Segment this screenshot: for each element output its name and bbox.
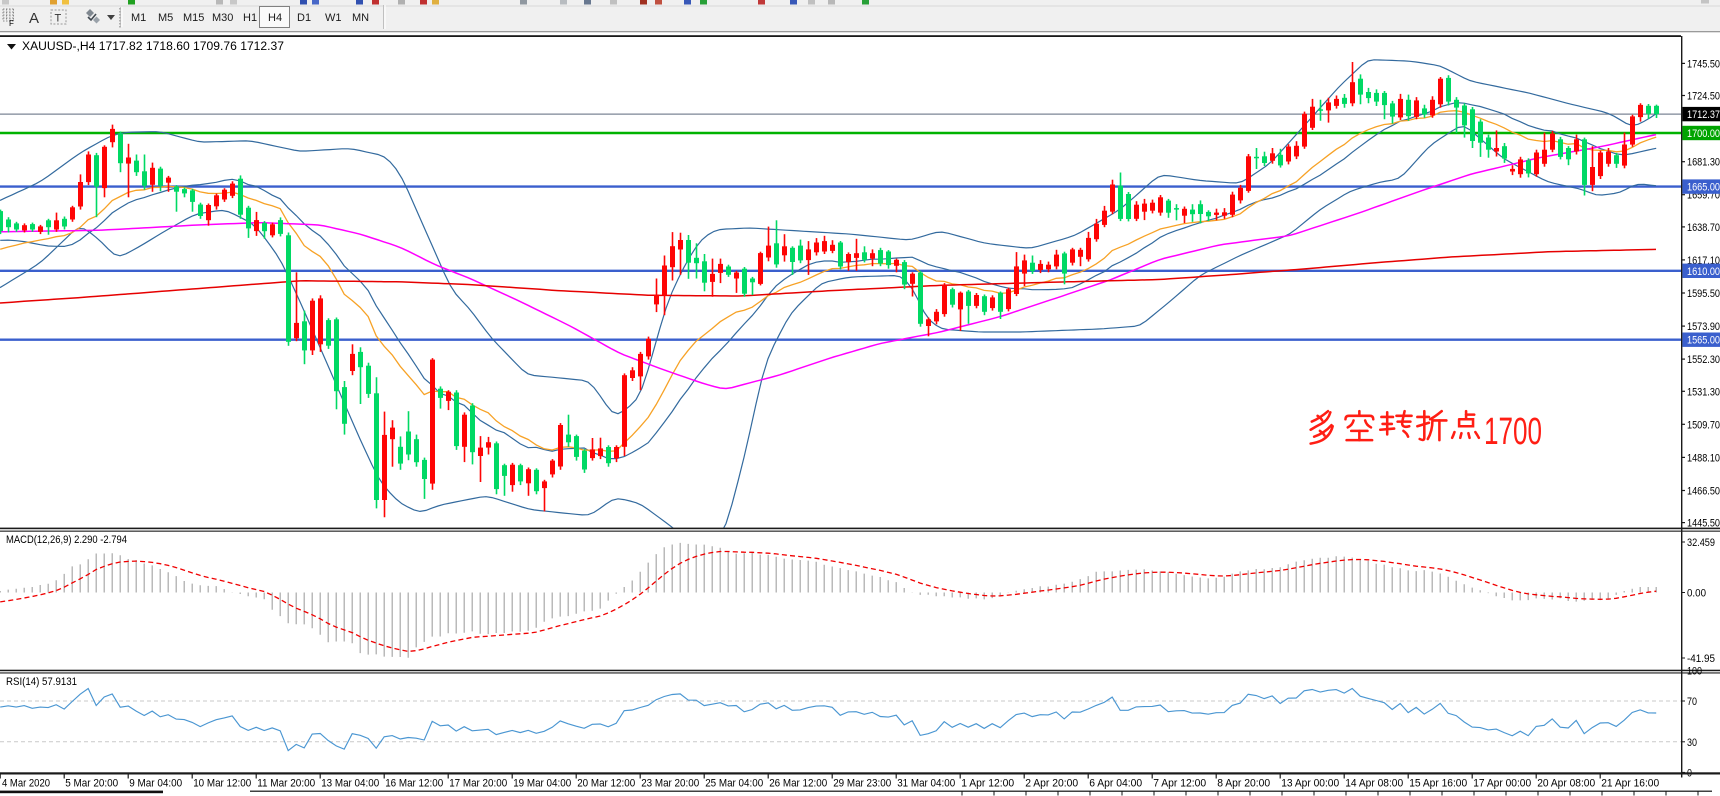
svg-text:D1: D1 <box>297 12 311 24</box>
svg-text:-41.95: -41.95 <box>1687 653 1715 665</box>
svg-text:1573.90: 1573.90 <box>1687 321 1720 333</box>
svg-text:23 Mar 20:00: 23 Mar 20:00 <box>641 778 699 790</box>
svg-text:5 Mar 20:00: 5 Mar 20:00 <box>65 778 118 790</box>
svg-text:MN: MN <box>352 12 369 24</box>
svg-text:2 Apr 20:00: 2 Apr 20:00 <box>1025 778 1078 790</box>
svg-text:1610.00: 1610.00 <box>1687 266 1720 278</box>
svg-text:F: F <box>9 19 14 28</box>
svg-text:M15: M15 <box>183 12 204 24</box>
svg-text:29 Mar 23:00: 29 Mar 23:00 <box>833 778 891 790</box>
svg-text:1724.50: 1724.50 <box>1687 91 1720 103</box>
svg-text:H4: H4 <box>268 12 282 24</box>
svg-text:XAUUSD-,H4 1717.82 1718.60 17: XAUUSD-,H4 1717.82 1718.60 1709.76 1712.… <box>22 41 284 53</box>
svg-text:21 Apr 16:00: 21 Apr 16:00 <box>1601 778 1659 790</box>
svg-text:1712.37: 1712.37 <box>1687 109 1720 121</box>
svg-text:26 Mar 12:00: 26 Mar 12:00 <box>769 778 827 790</box>
svg-text:14 Apr 08:00: 14 Apr 08:00 <box>1345 778 1403 790</box>
svg-text:13 Mar 04:00: 13 Mar 04:00 <box>321 778 379 790</box>
svg-text:M30: M30 <box>212 12 233 24</box>
svg-text:0.00: 0.00 <box>1687 588 1706 600</box>
svg-text:T: T <box>55 13 62 25</box>
svg-text:25 Mar 04:00: 25 Mar 04:00 <box>705 778 763 790</box>
svg-text:30: 30 <box>1687 737 1697 749</box>
svg-text:1552.30: 1552.30 <box>1687 354 1720 366</box>
svg-text:20 Mar 12:00: 20 Mar 12:00 <box>577 778 635 790</box>
svg-text:W1: W1 <box>325 12 342 24</box>
svg-text:70: 70 <box>1687 696 1697 708</box>
svg-text:H1: H1 <box>243 12 257 24</box>
svg-text:1700.00: 1700.00 <box>1687 128 1720 140</box>
svg-text:15 Apr 16:00: 15 Apr 16:00 <box>1409 778 1467 790</box>
svg-text:1488.10: 1488.10 <box>1687 452 1720 464</box>
svg-text:11 Mar 20:00: 11 Mar 20:00 <box>257 778 315 790</box>
svg-text:31 Mar 04:00: 31 Mar 04:00 <box>897 778 955 790</box>
svg-text:16 Mar 12:00: 16 Mar 12:00 <box>385 778 443 790</box>
svg-text:32.459: 32.459 <box>1687 537 1715 549</box>
svg-text:1531.30: 1531.30 <box>1687 386 1720 398</box>
svg-text:10 Mar 12:00: 10 Mar 12:00 <box>193 778 251 790</box>
svg-text:1745.50: 1745.50 <box>1687 58 1720 70</box>
svg-text:9 Mar 04:00: 9 Mar 04:00 <box>129 778 182 790</box>
svg-text:100: 100 <box>1687 665 1702 677</box>
svg-text:1565.00: 1565.00 <box>1687 335 1720 347</box>
svg-text:1700: 1700 <box>1484 411 1542 453</box>
svg-text:1509.70: 1509.70 <box>1687 419 1720 431</box>
svg-text:MACD(12,26,9) 2.290 -2.794: MACD(12,26,9) 2.290 -2.794 <box>6 534 127 546</box>
svg-text:1466.50: 1466.50 <box>1687 486 1720 498</box>
svg-text:17 Mar 20:00: 17 Mar 20:00 <box>449 778 507 790</box>
svg-text:1681.30: 1681.30 <box>1687 157 1720 169</box>
svg-text:1 Apr 12:00: 1 Apr 12:00 <box>961 778 1014 790</box>
svg-text:6 Apr 04:00: 6 Apr 04:00 <box>1089 778 1142 790</box>
svg-text:4 Mar 2020: 4 Mar 2020 <box>2 778 50 790</box>
svg-text:1595.50: 1595.50 <box>1687 288 1720 300</box>
svg-text:20 Apr 08:00: 20 Apr 08:00 <box>1537 778 1595 790</box>
svg-text:RSI(14) 57.9131: RSI(14) 57.9131 <box>6 676 77 688</box>
svg-text:8 Apr 20:00: 8 Apr 20:00 <box>1217 778 1270 790</box>
svg-text:1445.50: 1445.50 <box>1687 518 1720 530</box>
svg-text:19 Mar 04:00: 19 Mar 04:00 <box>513 778 571 790</box>
svg-text:A: A <box>29 10 39 27</box>
svg-text:7 Apr 12:00: 7 Apr 12:00 <box>1153 778 1206 790</box>
svg-text:17 Apr 00:00: 17 Apr 00:00 <box>1473 778 1531 790</box>
svg-text:M1: M1 <box>131 12 146 24</box>
svg-text:1638.70: 1638.70 <box>1687 222 1720 234</box>
svg-text:M5: M5 <box>158 12 173 24</box>
svg-text:13 Apr 00:00: 13 Apr 00:00 <box>1281 778 1339 790</box>
svg-text:1665.00: 1665.00 <box>1687 182 1720 194</box>
